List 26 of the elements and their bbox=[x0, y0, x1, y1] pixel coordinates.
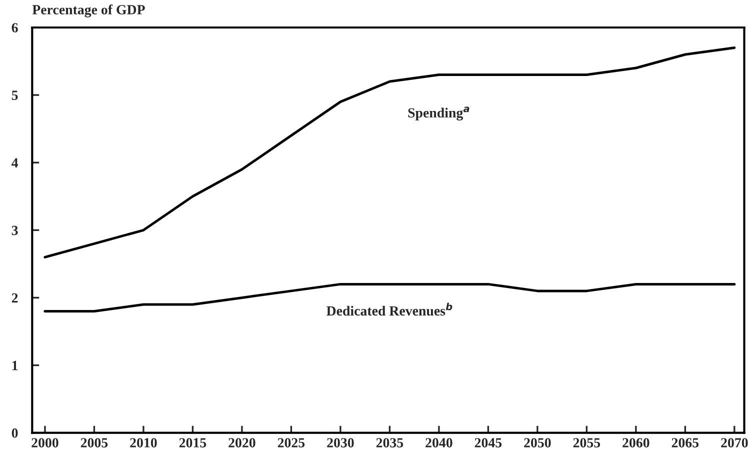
y-tick-label: 4 bbox=[12, 158, 18, 168]
series-label: Spending$^{a}$ bbox=[408, 106, 470, 120]
x-tick-label: 2060 bbox=[622, 438, 650, 448]
x-tick-label: 2015 bbox=[179, 438, 206, 448]
y-axis-title: Percentage of GDP bbox=[32, 4, 145, 18]
x-tick-label: 2020 bbox=[228, 438, 256, 448]
x-tick-label: 2000 bbox=[32, 438, 58, 448]
x-tick-label: 2005 bbox=[80, 438, 108, 448]
x-tick-label: 2070 bbox=[721, 438, 748, 448]
x-tick-label: 2045 bbox=[474, 438, 502, 448]
y-tick-label: 2 bbox=[12, 293, 18, 303]
x-tick-label: 2040 bbox=[426, 438, 452, 448]
x-tick-label: 2030 bbox=[327, 438, 354, 448]
x-tick-label: 2010 bbox=[130, 438, 157, 448]
y-tick-label: 1 bbox=[12, 360, 18, 370]
y-tick-label: 3 bbox=[12, 226, 18, 236]
x-tick-label: 2050 bbox=[524, 438, 551, 448]
line-series bbox=[44, 46, 736, 258]
x-tick-label: 2065 bbox=[672, 438, 699, 448]
series-label: Dedicated Revenues$^{b}$ bbox=[326, 302, 452, 316]
y-tick-label: 5 bbox=[12, 90, 18, 100]
y-tick-label: 0 bbox=[12, 428, 18, 438]
x-tick-label: 2035 bbox=[376, 438, 404, 448]
x-tick-label: 2055 bbox=[573, 438, 600, 448]
y-tick-label: 6 bbox=[12, 23, 18, 32]
x-tick-label: 2025 bbox=[278, 438, 305, 448]
